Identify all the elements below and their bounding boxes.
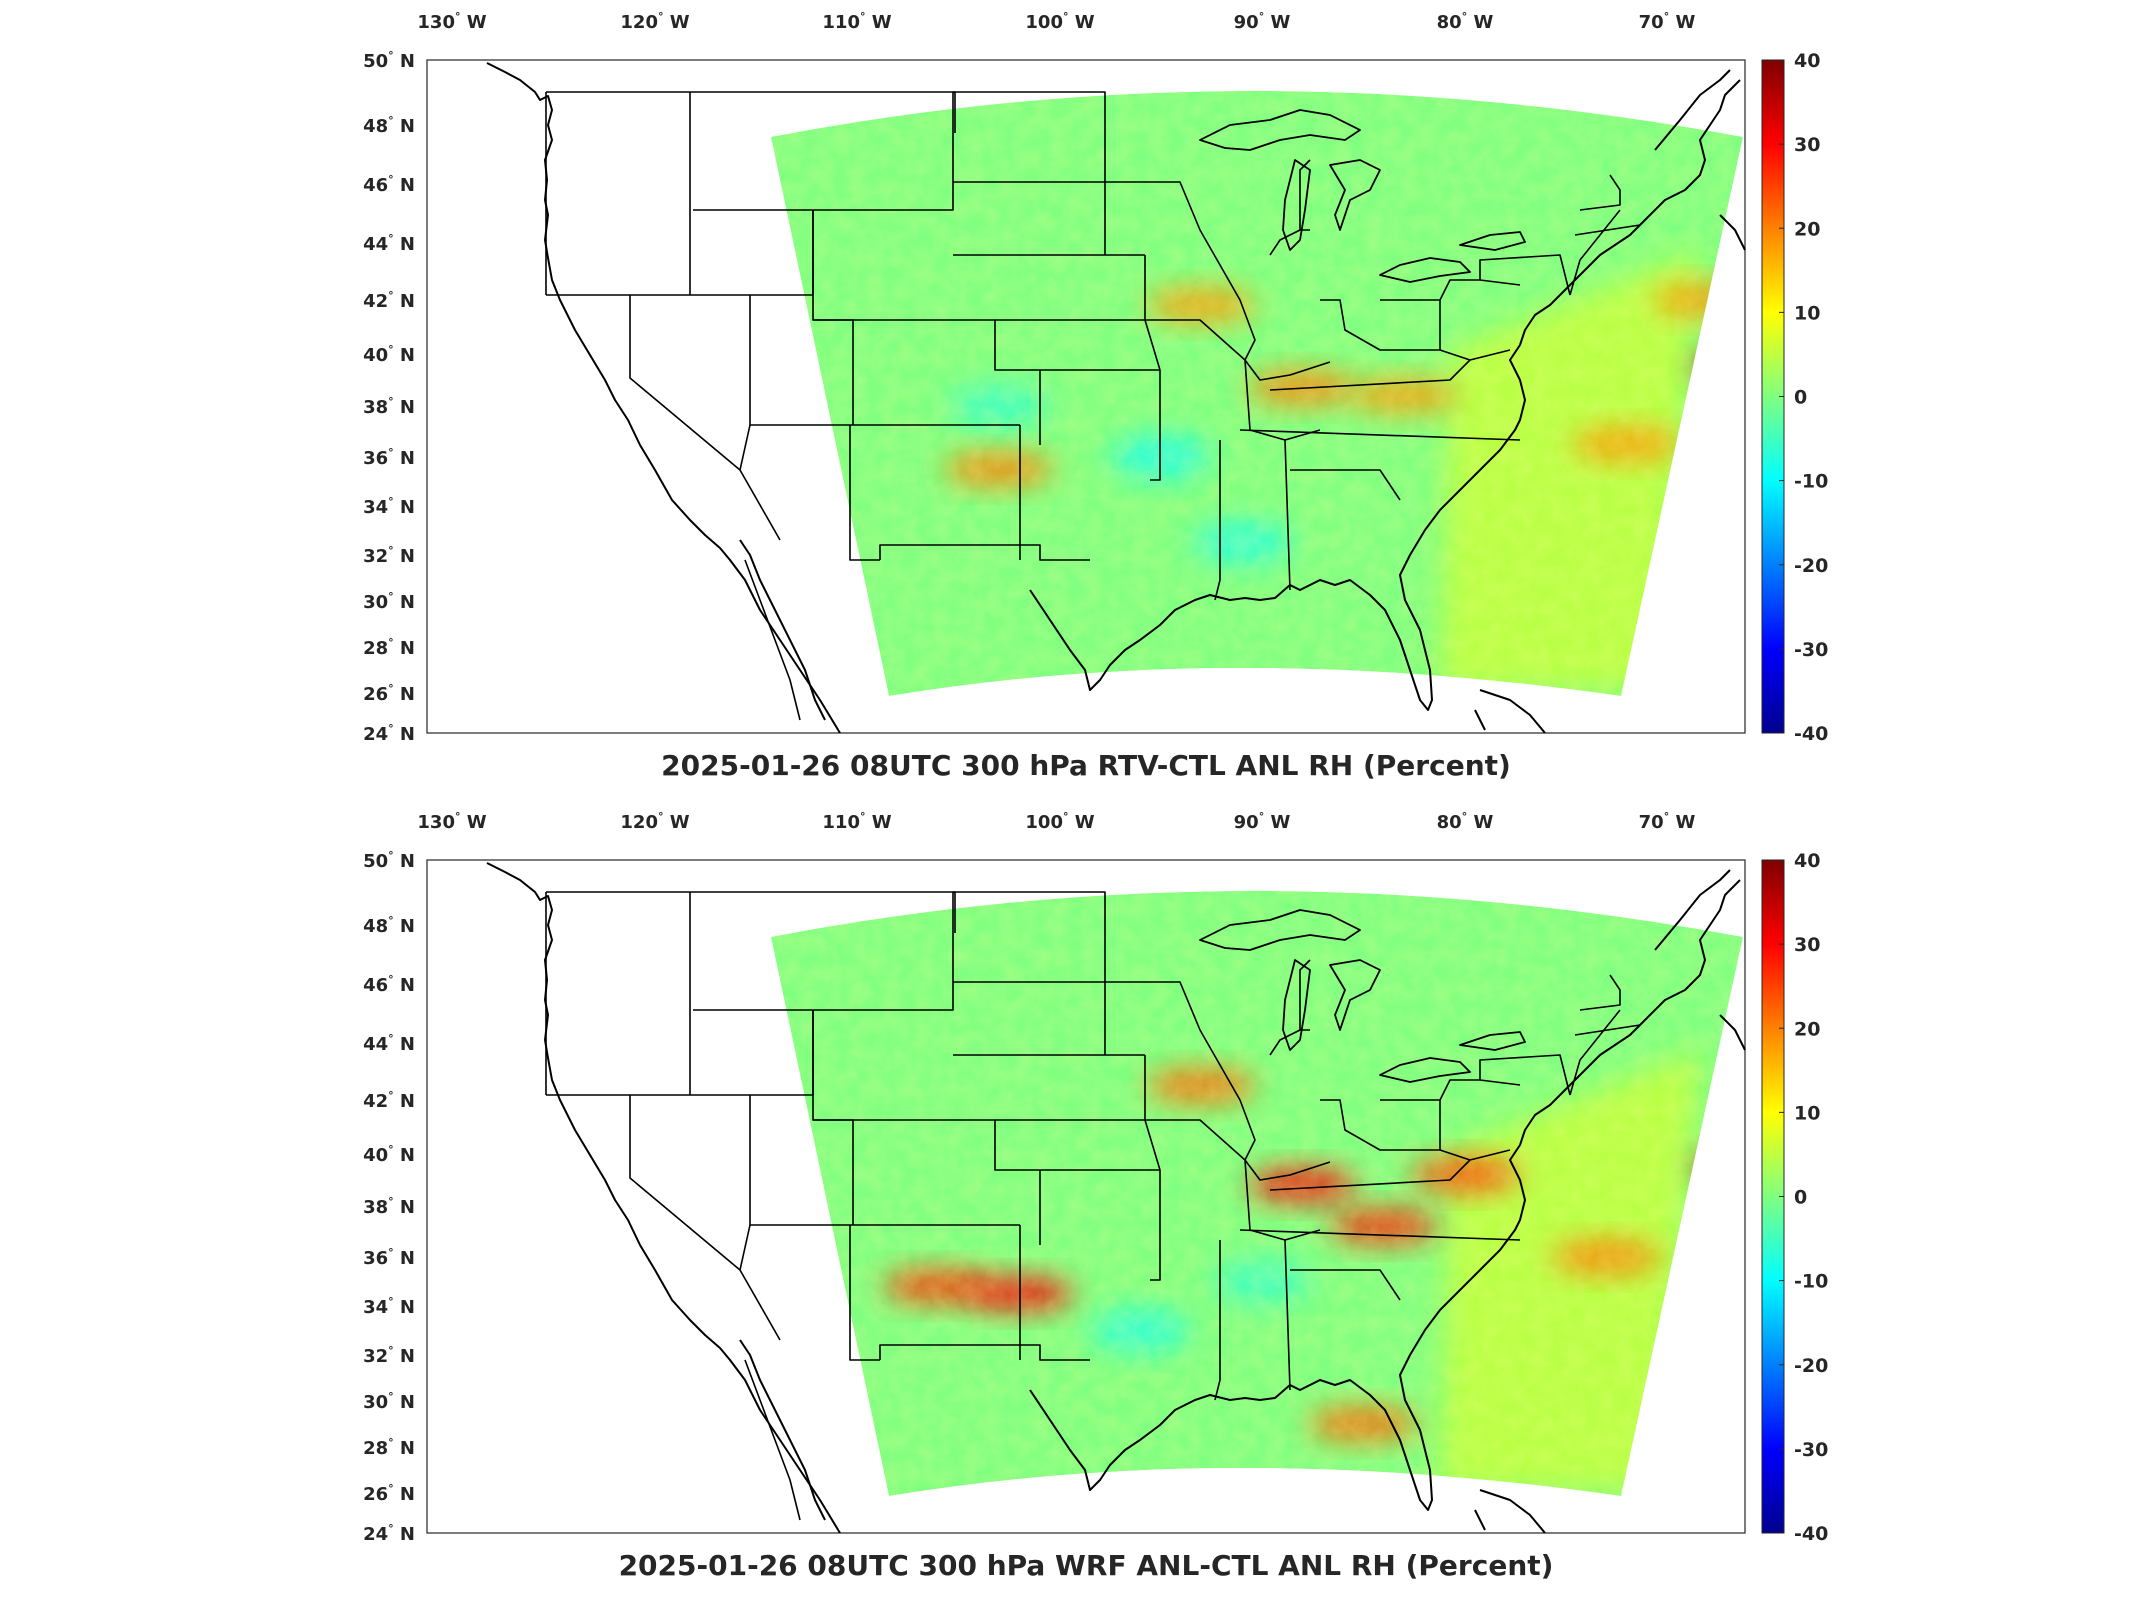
colorbar-tick-label: 20: [1794, 218, 1820, 240]
latitude-tick-label: 46° N: [363, 173, 415, 196]
latitude-tick-label: 24° N: [363, 722, 415, 745]
colorbar: 40 30 20 10 0 -10 -20 -30 -40: [1761, 850, 1828, 1545]
colorbar-tick-label: -40: [1794, 723, 1828, 745]
latitude-tick-label: 48° N: [363, 914, 415, 937]
longitude-tick-label: 130° W: [417, 10, 486, 33]
latitude-tick-label: 40° N: [363, 1143, 415, 1166]
latitude-tick-label: 36° N: [363, 446, 415, 469]
latitude-tick-label: 40° N: [363, 343, 415, 366]
map-svg: 130° W 120° W 110° W 100° W 90° W 80° W 70° W 5…: [363, 10, 1828, 782]
longitude-axis: 130° W 120° W 110° W 100° W 90° W 80° W 70° W: [417, 810, 1695, 833]
latitude-tick-label: 50° N: [363, 49, 415, 72]
latitude-tick-label: 50° N: [363, 849, 415, 872]
latitude-tick-label: 38° N: [363, 395, 415, 418]
colorbar-tick-label: -30: [1794, 639, 1828, 661]
latitude-tick-label: 24° N: [363, 1522, 415, 1545]
longitude-tick-label: 80° W: [1437, 10, 1494, 33]
longitude-tick-label: 80° W: [1437, 810, 1494, 833]
colorbar-tick-label: 20: [1794, 1018, 1820, 1040]
latitude-tick-label: 32° N: [363, 1344, 415, 1367]
map-panel-top: 130° W 120° W 110° W 100° W 90° W 80° W 70° W 5…: [363, 10, 1828, 782]
latitude-tick-label: 46° N: [363, 973, 415, 996]
colorbar-tick-label: 30: [1794, 934, 1820, 956]
colorbar-tick-label: 30: [1794, 134, 1820, 156]
colorbar-tick-label: 10: [1794, 302, 1820, 324]
colorbar-tick-label: -10: [1794, 1271, 1828, 1293]
longitude-tick-label: 100° W: [1025, 810, 1094, 833]
latitude-tick-label: 30° N: [363, 1390, 415, 1413]
map-panel-bottom: 130° W 120° W 110° W 100° W 90° W 80° W 70° W 5…: [0, 800, 2133, 1600]
longitude-tick-label: 100° W: [1025, 10, 1094, 33]
state-boundaries: [486, 862, 1746, 1534]
longitude-tick-label: 120° W: [620, 10, 689, 33]
latitude-axis: 50° N 48° N 46° N 44° N 42° N 40° N 38° N 36° N…: [363, 49, 415, 745]
panel-title: 2025-01-26 08UTC 300 hPa WRF ANL-CTL ANL…: [619, 1549, 1554, 1582]
colorbar-tick-label: -30: [1794, 1439, 1828, 1461]
colorbar-tick-label: 0: [1794, 387, 1807, 409]
longitude-tick-label: 70° W: [1639, 810, 1696, 833]
colorbar-tick-label: 40: [1794, 850, 1820, 872]
colorbar: 40 30 20 10 0 -10 -20 -30 -40: [1761, 50, 1828, 745]
latitude-tick-label: 30° N: [363, 590, 415, 613]
latitude-axis: 50° N 48° N 46° N 44° N 42° N 40° N 38° N 36° N…: [363, 849, 415, 1545]
latitude-tick-label: 48° N: [363, 114, 415, 137]
latitude-tick-label: 26° N: [363, 682, 415, 705]
colorbar-tick-label: 10: [1794, 1102, 1820, 1124]
latitude-tick-label: 32° N: [363, 544, 415, 567]
colorbar-tick-label: -20: [1794, 1355, 1828, 1377]
colorbar-tick-label: -20: [1794, 555, 1828, 577]
latitude-tick-label: 28° N: [363, 636, 415, 659]
map-svg: 130° W 120° W 110° W 100° W 90° W 80° W 70° W 5…: [363, 810, 1828, 1582]
colorbar-tick-label: 40: [1794, 50, 1820, 72]
latitude-tick-label: 44° N: [363, 1032, 415, 1055]
longitude-tick-label: 120° W: [620, 810, 689, 833]
longitude-tick-label: 90° W: [1234, 10, 1291, 33]
longitude-tick-label: 110° W: [822, 810, 891, 833]
longitude-tick-label: 90° W: [1234, 810, 1291, 833]
latitude-tick-label: 42° N: [363, 1089, 415, 1112]
colorbar-tick-label: 0: [1794, 1187, 1807, 1209]
latitude-tick-label: 36° N: [363, 1246, 415, 1269]
latitude-tick-label: 28° N: [363, 1436, 415, 1459]
latitude-tick-label: 42° N: [363, 289, 415, 312]
panel-title: 2025-01-26 08UTC 300 hPa RTV-CTL ANL RH …: [661, 749, 1511, 782]
longitude-tick-label: 110° W: [822, 10, 891, 33]
latitude-tick-label: 44° N: [363, 232, 415, 255]
latitude-tick-label: 34° N: [363, 1295, 415, 1318]
longitude-tick-label: 70° W: [1639, 10, 1696, 33]
state-boundaries: [486, 62, 1746, 734]
colorbar-tick-label: -40: [1794, 1523, 1828, 1545]
latitude-tick-label: 26° N: [363, 1482, 415, 1505]
longitude-tick-label: 130° W: [417, 810, 486, 833]
latitude-tick-label: 38° N: [363, 1195, 415, 1218]
latitude-tick-label: 34° N: [363, 495, 415, 518]
longitude-axis: 130° W 120° W 110° W 100° W 90° W 80° W 70° W: [417, 10, 1695, 33]
colorbar-tick-label: -10: [1794, 471, 1828, 493]
